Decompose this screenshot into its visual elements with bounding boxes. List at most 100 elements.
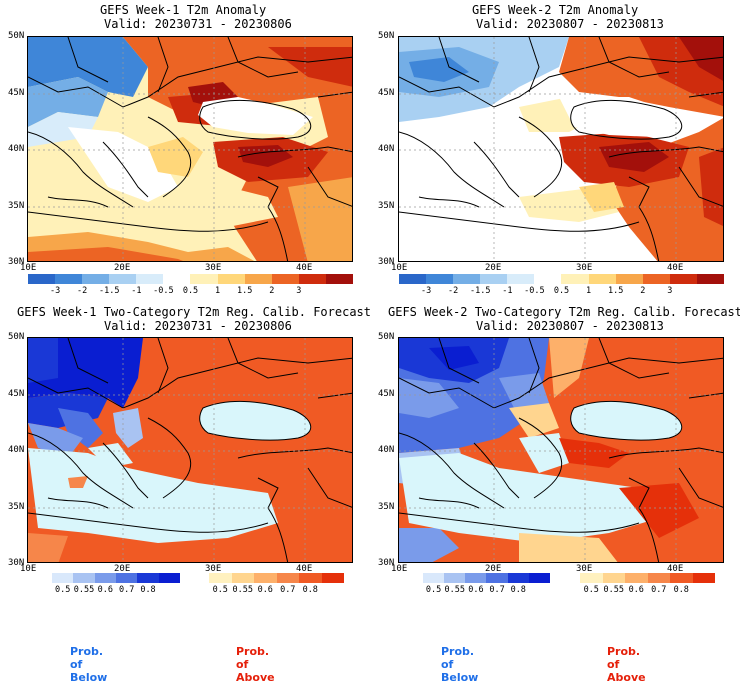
- colorbar-segment: [136, 274, 164, 284]
- anomaly-colorbar: [399, 274, 724, 284]
- panel-title: GEFS Week-2 Two-Category T2m Reg. Calib.…: [388, 305, 740, 319]
- lat-label: 50N: [378, 31, 395, 41]
- lon-label: 10E: [391, 564, 408, 574]
- colorbar-segment: [28, 274, 56, 284]
- colorbar-segment: [486, 573, 508, 583]
- anomaly-colorbar: [28, 274, 353, 284]
- colorbar-segment: [55, 274, 83, 284]
- panel-title: GEFS Week-1 T2m Anomaly: [100, 3, 267, 17]
- colorbar-segment: [399, 274, 427, 284]
- colorbar-segment: [298, 274, 326, 284]
- colorbar-segment: [52, 573, 74, 583]
- colorbar-tick-label: -1: [131, 286, 142, 296]
- map-week1-anomaly: [27, 36, 353, 262]
- lat-label: 35N: [8, 502, 25, 512]
- colorbar-tick-label: 0.6: [97, 585, 114, 595]
- lat-label: 45N: [378, 88, 395, 98]
- colorbar-segment: [615, 274, 643, 284]
- prob-below-label: Prob. of Below: [441, 645, 479, 684]
- lon-label: 40E: [296, 263, 313, 273]
- colorbar-tick-label: 0.5: [583, 585, 599, 595]
- panel-valid-dates: Valid: 20230731 - 20230806: [104, 319, 292, 333]
- colorbar-segment: [588, 274, 616, 284]
- colorbar-tick-label: 0.5: [54, 585, 71, 595]
- colorbar-tick-label: 1: [215, 286, 221, 296]
- colorbar-segment: [423, 573, 445, 583]
- colorbar-tick-label: -2: [77, 286, 88, 296]
- colorbar-tick-label: -1: [502, 286, 513, 296]
- lat-label: 30N: [8, 257, 25, 267]
- lat-label: 45N: [8, 389, 25, 399]
- colorbar-segment: [696, 274, 724, 284]
- colorbar-segment: [534, 274, 562, 284]
- colorbar-tick-label: -0.5: [153, 286, 174, 296]
- lat-label: 30N: [378, 558, 395, 568]
- colorbar-segment: [444, 573, 466, 583]
- colorbar-tick-label: 2: [269, 286, 275, 296]
- map-week1-probability: [27, 337, 353, 563]
- colorbar-tick-label: 2: [640, 286, 646, 296]
- colorbar-tick-label: 0.7: [118, 585, 135, 595]
- map-week2-anomaly: [398, 36, 724, 262]
- lat-label: 35N: [378, 201, 395, 211]
- lat-label: 40N: [8, 144, 25, 154]
- colorbar-tick-label: 0.7: [651, 585, 667, 595]
- colorbar-segment: [244, 274, 272, 284]
- panel-valid-dates: Valid: 20230807 - 20230813: [476, 17, 664, 31]
- colorbar-tick-label: 0.5: [553, 286, 570, 296]
- lat-label: 40N: [8, 445, 25, 455]
- colorbar-segment: [480, 274, 508, 284]
- map-week2-probability: [398, 337, 724, 563]
- colorbar-segment: [642, 274, 670, 284]
- lon-label: 20E: [485, 564, 502, 574]
- colorbar-segment: [507, 573, 529, 583]
- panel-title: GEFS Week-2 T2m Anomaly: [472, 3, 639, 17]
- colorbar-segment: [647, 573, 670, 583]
- panel-valid-dates: Valid: 20230731 - 20230806: [104, 17, 292, 31]
- lat-label: 40N: [378, 144, 395, 154]
- colorbar-segment: [217, 274, 245, 284]
- colorbar-segment: [94, 573, 116, 583]
- lat-label: 45N: [378, 389, 395, 399]
- colorbar-tick-label: 0.8: [302, 585, 318, 595]
- lon-label: 20E: [114, 564, 131, 574]
- colorbar-tick-label: -3: [420, 286, 432, 296]
- lon-label: 10E: [20, 263, 37, 273]
- panel-title: GEFS Week-1 Two-Category T2m Reg. Calib.…: [17, 305, 372, 319]
- colorbar-tick-label: 1.5: [607, 286, 624, 296]
- colorbar-segment: [82, 274, 110, 284]
- colorbar-tick-label: -0.5: [524, 286, 545, 296]
- lat-label: 45N: [8, 88, 25, 98]
- colorbar-segment: [670, 573, 693, 583]
- prob-below-colorbar: [52, 573, 180, 583]
- colorbar-tick-label: 0.6: [628, 585, 644, 595]
- lat-label: 50N: [8, 332, 25, 342]
- colorbar-tick-label: 3: [667, 286, 673, 296]
- lon-label: 30E: [205, 263, 222, 273]
- lon-label: 10E: [391, 263, 408, 273]
- lat-label: 50N: [378, 332, 395, 342]
- colorbar-segment: [276, 573, 299, 583]
- colorbar-segment: [299, 573, 322, 583]
- prob-above-colorbar: [580, 573, 715, 583]
- colorbar-segment: [561, 274, 589, 284]
- colorbar-tick-label: -3: [49, 286, 61, 296]
- colorbar-segment: [580, 573, 603, 583]
- colorbar-segment: [73, 573, 95, 583]
- colorbar-segment: [669, 274, 697, 284]
- colorbar-tick-label: 0.6: [468, 585, 484, 595]
- colorbar-tick-label: 3: [296, 286, 302, 296]
- colorbar-tick-label: 0.8: [673, 585, 689, 595]
- lat-label: 40N: [378, 445, 395, 455]
- lon-label: 30E: [576, 263, 593, 273]
- panel-valid-dates: Valid: 20230807 - 20230813: [476, 319, 664, 333]
- colorbar-segment: [163, 274, 191, 284]
- lon-label: 40E: [296, 564, 313, 574]
- lon-label: 20E: [114, 263, 131, 273]
- colorbar-segment: [209, 573, 232, 583]
- colorbar-tick-label: 0.7: [280, 585, 296, 595]
- colorbar-segment: [190, 274, 218, 284]
- lat-label: 35N: [378, 502, 395, 512]
- colorbar-segment: [692, 573, 715, 583]
- colorbar-tick-label: 1: [586, 286, 592, 296]
